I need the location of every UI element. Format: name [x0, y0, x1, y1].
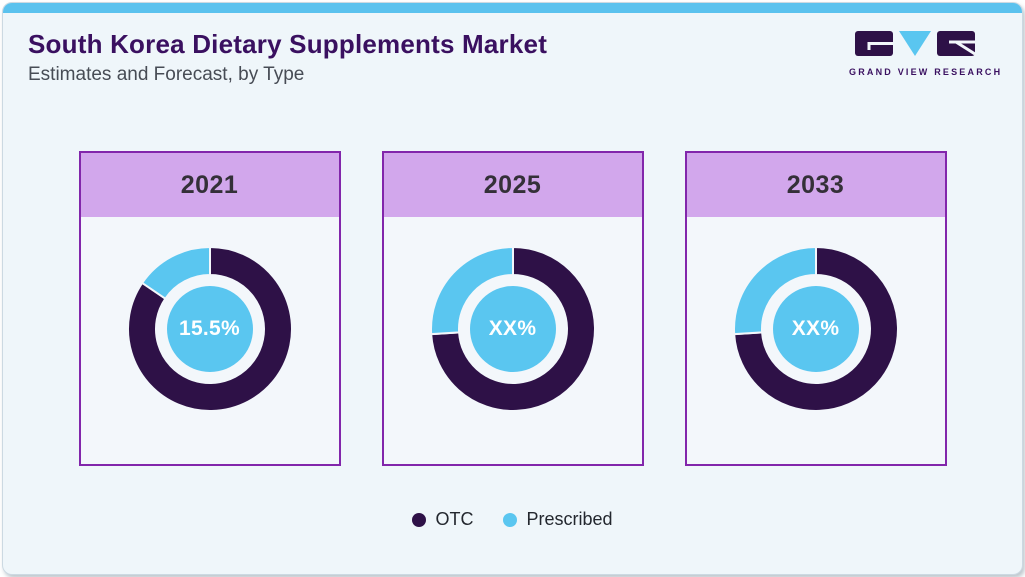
donut-center-label: XX% — [488, 317, 537, 340]
donut-center-label: 15.5% — [178, 317, 241, 340]
year-cards-row: 2021 15.5% 2025 XX% 2033 — [3, 151, 1022, 466]
card-year-label: 2033 — [786, 170, 845, 199]
donut-slice-prescribed — [732, 245, 817, 336]
donut-rings — [429, 245, 596, 412]
donut-slice-otc — [429, 245, 596, 412]
donut-rings — [126, 245, 293, 412]
donut-chart-2025: XX% — [428, 244, 598, 414]
card-header-2025: 2025 — [383, 153, 642, 217]
gvr-logo: GRAND VIEW RESEARCH — [849, 29, 1003, 77]
card-header-2021: 2021 — [80, 153, 339, 217]
donut-center-circle: 15.5% — [166, 286, 253, 372]
legend-label-otc: OTC — [435, 509, 474, 529]
donut-slice-prescribed — [429, 245, 514, 336]
page-subtitle: Estimates and Forecast, by Type — [28, 64, 305, 85]
year-card-2033: 2033 XX% — [684, 151, 947, 466]
page-header: South Korea Dietary Supplements Market E… — [3, 13, 1022, 86]
donut-center-label: XX% — [791, 317, 840, 340]
legend-dot-prescribed — [503, 512, 518, 527]
donut-chart-2021: 15.5% — [125, 244, 295, 414]
card-year-label: 2025 — [483, 170, 542, 199]
logo-text: GRAND VIEW RESEARCH — [849, 67, 1003, 77]
donut-chart-2033: XX% — [731, 244, 901, 414]
donut-slice-prescribed — [140, 245, 211, 301]
gvr-logo-mark — [855, 31, 976, 56]
logo-g-icon — [855, 31, 893, 56]
logo-r-icon — [937, 31, 976, 56]
legend-item-otc: OTC — [412, 509, 473, 530]
year-card-2025: 2025 XX% — [381, 151, 644, 466]
donut-center-circle: XX% — [469, 286, 556, 372]
page-title: South Korea Dietary Supplements Market — [28, 29, 548, 59]
legend: OTC Prescribed — [3, 509, 1022, 530]
logo-v-icon — [899, 31, 931, 56]
legend-dot-otc — [412, 512, 427, 527]
card-year-label: 2021 — [180, 170, 239, 199]
donut-slice-otc — [732, 245, 899, 412]
donut-slice-otc — [126, 245, 293, 412]
donut-center-circle: XX% — [772, 286, 859, 372]
legend-item-prescribed: Prescribed — [503, 509, 613, 530]
card-header-2033: 2033 — [686, 153, 945, 217]
donut-rings — [732, 245, 899, 412]
year-card-2021: 2021 15.5% — [78, 151, 341, 466]
legend-label-prescribed: Prescribed — [526, 509, 613, 529]
top-accent-bar — [3, 3, 1022, 13]
